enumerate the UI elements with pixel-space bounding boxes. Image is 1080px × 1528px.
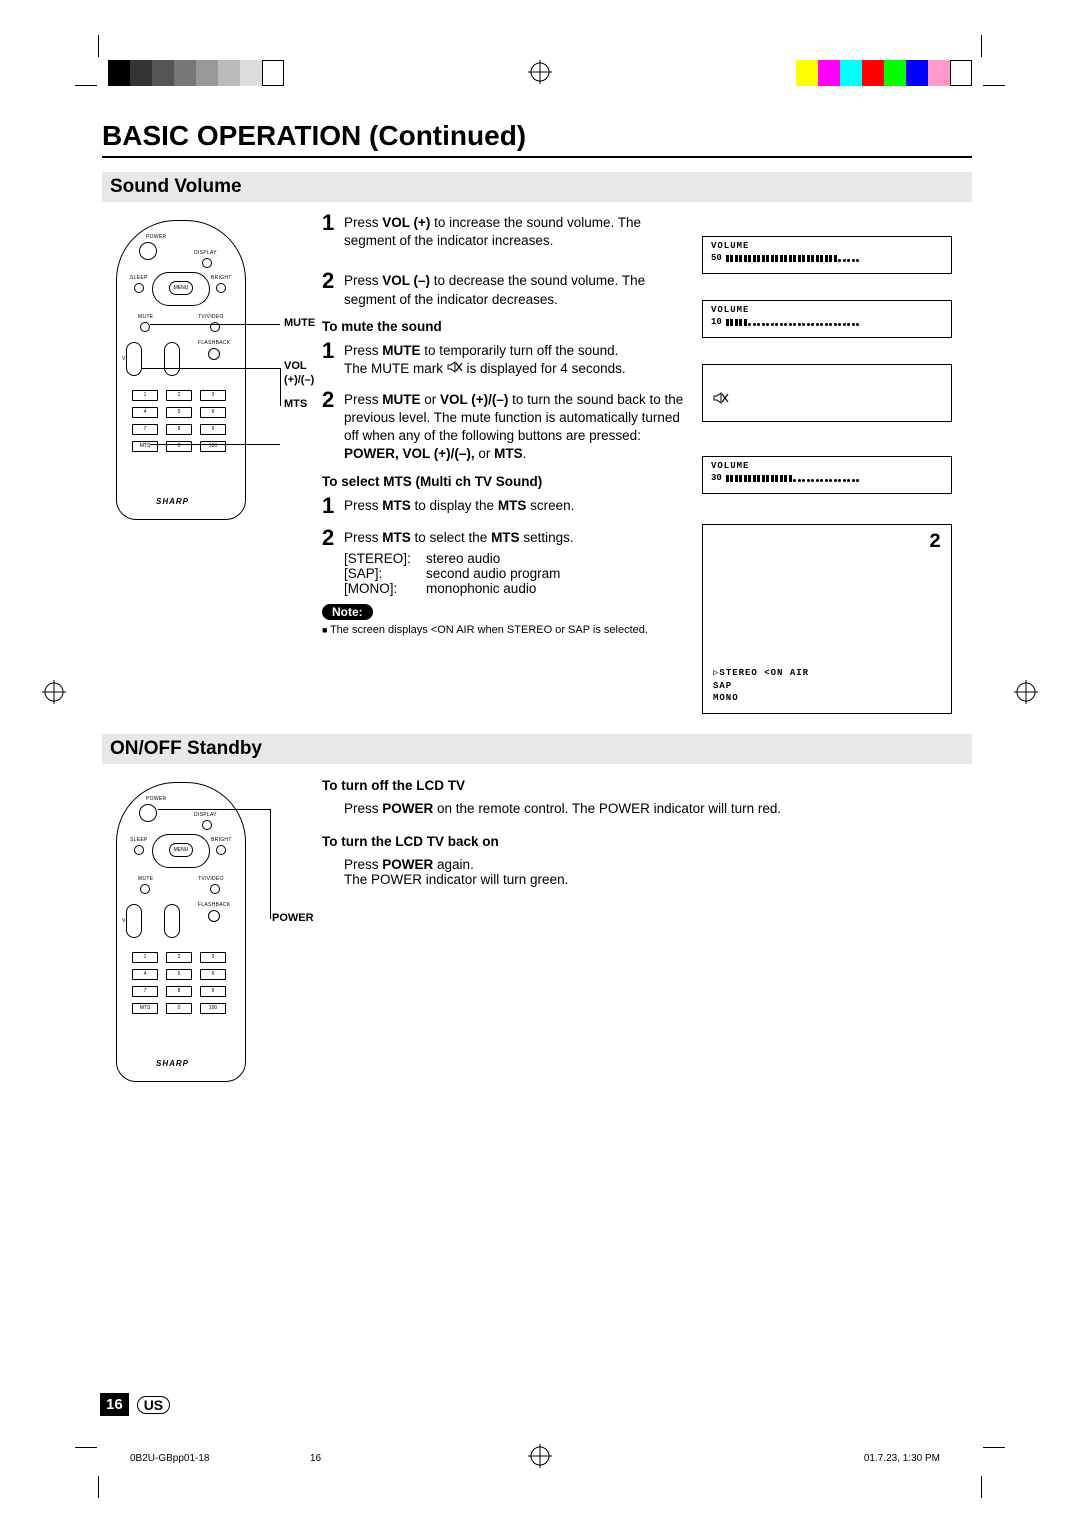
subheading-turnoff: To turn off the LCD TV [322, 778, 928, 793]
crop-marks-bottom [0, 1388, 1080, 1478]
remote-mute-btn [140, 322, 150, 332]
step-vol-up: 1 Press VOL (+) to increase the sound vo… [322, 212, 688, 250]
turnoff-text: Press POWER on the remote control. The P… [344, 799, 928, 816]
grayscale-bar [108, 60, 284, 86]
step-mts-1: 1 Press MTS to display the MTS screen. [322, 495, 688, 517]
remote-menu-btn: MENU [169, 281, 193, 295]
page-content: BASIC OPERATION (Continued) Sound Volume… [102, 120, 972, 1082]
remote-label-tvvideo: TV/VIDEO [198, 314, 224, 320]
callout-mts: MTS [284, 398, 307, 410]
section-heading-sound: Sound Volume [102, 172, 972, 202]
remote-label-power: POWER [146, 234, 166, 240]
osd-mts: 2 ▷STEREO <ON AIR SAP MONO [702, 524, 952, 714]
note-text: The screen displays <ON AIR when STEREO … [322, 624, 688, 636]
registration-mark-right [1014, 680, 1038, 704]
callout-mute: MUTE [284, 317, 315, 329]
registration-mark-left [42, 680, 66, 704]
subheading-mute: To mute the sound [322, 319, 688, 334]
note-label: Note: [322, 604, 373, 620]
remote-label-mute: MUTE [138, 314, 153, 320]
remote-ch-rocker [164, 342, 180, 376]
remote-power-btn [139, 242, 157, 260]
turnon-text: Press POWER again. The POWER indicator w… [344, 855, 928, 887]
remote-vol-rocker [126, 342, 142, 376]
osd-mts-lines: ▷STEREO <ON AIR SAP MONO [713, 667, 809, 705]
remote-sleep-btn [134, 283, 144, 293]
footer-timestamp: 01.7.23, 1:30 PM [864, 1453, 940, 1464]
subheading-mts: To select MTS (Multi ch TV Sound) [322, 474, 688, 489]
step-vol-down: 2 Press VOL (–) to decrease the sound vo… [322, 270, 688, 308]
remote-bright-btn [216, 283, 226, 293]
footer-page: 16 [310, 1453, 321, 1464]
color-bar [796, 60, 972, 86]
osd-volume-50: VOLUME 50 [702, 236, 952, 274]
subheading-turnon: To turn the LCD TV back on [322, 834, 928, 849]
remote-label-display: DISPLAY [194, 250, 217, 256]
remote-display-btn [202, 258, 212, 268]
remote-illustration-2: POWER DISPLAY SLEEP BRIGHT MENU MUTE TV/… [102, 774, 322, 1082]
osd-volume-30: VOLUME 30 [702, 456, 952, 494]
footer-filename: 0B2U-GBpp01-18 [130, 1453, 210, 1464]
page-title: BASIC OPERATION (Continued) [102, 120, 972, 158]
section-heading-standby: ON/OFF Standby [102, 734, 972, 764]
mts-options: [STEREO]:stereo audio[SAP]:second audio … [344, 551, 688, 596]
osd-volume-10: VOLUME 10 [702, 300, 952, 338]
remote-label-bright: BRIGHT [211, 275, 232, 281]
step-mute-1: 1 Press MUTE to temporarily turn off the… [322, 340, 688, 379]
mute-icon [447, 360, 463, 378]
callout-vol: VOL [284, 360, 307, 372]
mute-icon [713, 391, 729, 403]
remote-power-btn [139, 804, 157, 822]
remote-flashback-btn [208, 348, 220, 360]
step-mts-2: 2 Press MTS to select the MTS settings. [322, 527, 688, 549]
remote-illustration-1: POWER DISPLAY SLEEP BRIGHT MENU MUTE [102, 212, 322, 520]
remote-label-flashback: FLASHBACK [198, 340, 230, 346]
callout-vol-pm: (+)/(–) [284, 374, 314, 386]
callout-power: POWER [272, 912, 314, 924]
remote-brand: SHARP [156, 497, 189, 506]
step-mute-2: 2 Press MUTE or VOL (+)/(–) to turn the … [322, 389, 688, 464]
remote-label-sleep: SLEEP [130, 275, 148, 281]
registration-mark-top [528, 60, 552, 84]
osd-mute [702, 364, 952, 422]
